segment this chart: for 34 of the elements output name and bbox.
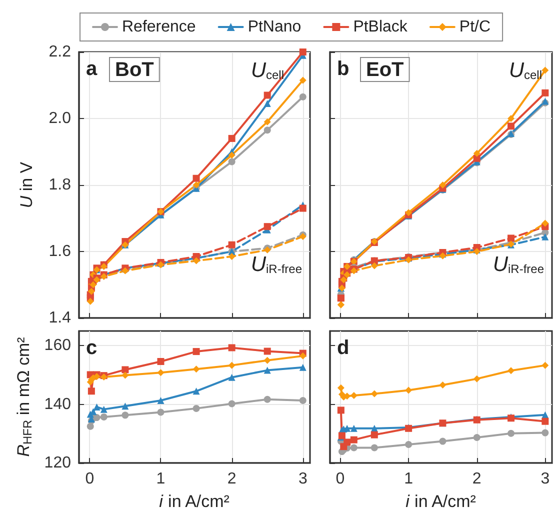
annotation: EoT xyxy=(366,59,404,81)
annotation: a xyxy=(86,58,98,80)
y-tick-label: 1.8 xyxy=(48,176,72,194)
y-tick-label: 2.2 xyxy=(48,44,72,60)
x-tick-label: 3 xyxy=(540,470,550,488)
x-tick-label: 1 xyxy=(156,470,166,488)
legend-label: Reference xyxy=(122,18,196,36)
x-tick-label: 3 xyxy=(298,470,308,488)
x-axis-title: i in A/cm² xyxy=(159,492,230,511)
annotation: Ucell xyxy=(508,59,542,82)
y-tick-label: 2.0 xyxy=(48,110,72,127)
x-tick-label: 2 xyxy=(227,470,236,488)
y-axis-title: RHFR in mΩ cm² xyxy=(14,336,34,457)
annotation: Ucell xyxy=(250,59,284,82)
annotation: UiR-free xyxy=(492,253,544,276)
legend-label: PtNano xyxy=(248,18,302,36)
legend-label: Pt/C xyxy=(459,18,491,36)
x-tick-label: 0 xyxy=(85,470,94,488)
x-tick-label: 1 xyxy=(404,470,414,488)
annotation: BoT xyxy=(115,59,154,81)
legend-label: PtBlack xyxy=(353,18,408,36)
annotation: UiR-free xyxy=(250,253,302,276)
x-tick-label: 0 xyxy=(336,470,345,488)
x-axis-title: i in A/cm² xyxy=(406,492,476,511)
y-tick-label: 1.4 xyxy=(48,310,72,326)
y-axis-title: U in V xyxy=(17,161,36,208)
y-tick-label: 1.6 xyxy=(48,243,72,260)
annotation: b xyxy=(337,58,350,80)
y-tick-label: 160 xyxy=(44,337,72,354)
y-tick-label: 120 xyxy=(44,454,72,472)
y-tick-label: 140 xyxy=(44,396,72,413)
annotation: d xyxy=(337,337,350,359)
x-tick-label: 2 xyxy=(472,470,482,488)
annotation: c xyxy=(86,337,98,359)
